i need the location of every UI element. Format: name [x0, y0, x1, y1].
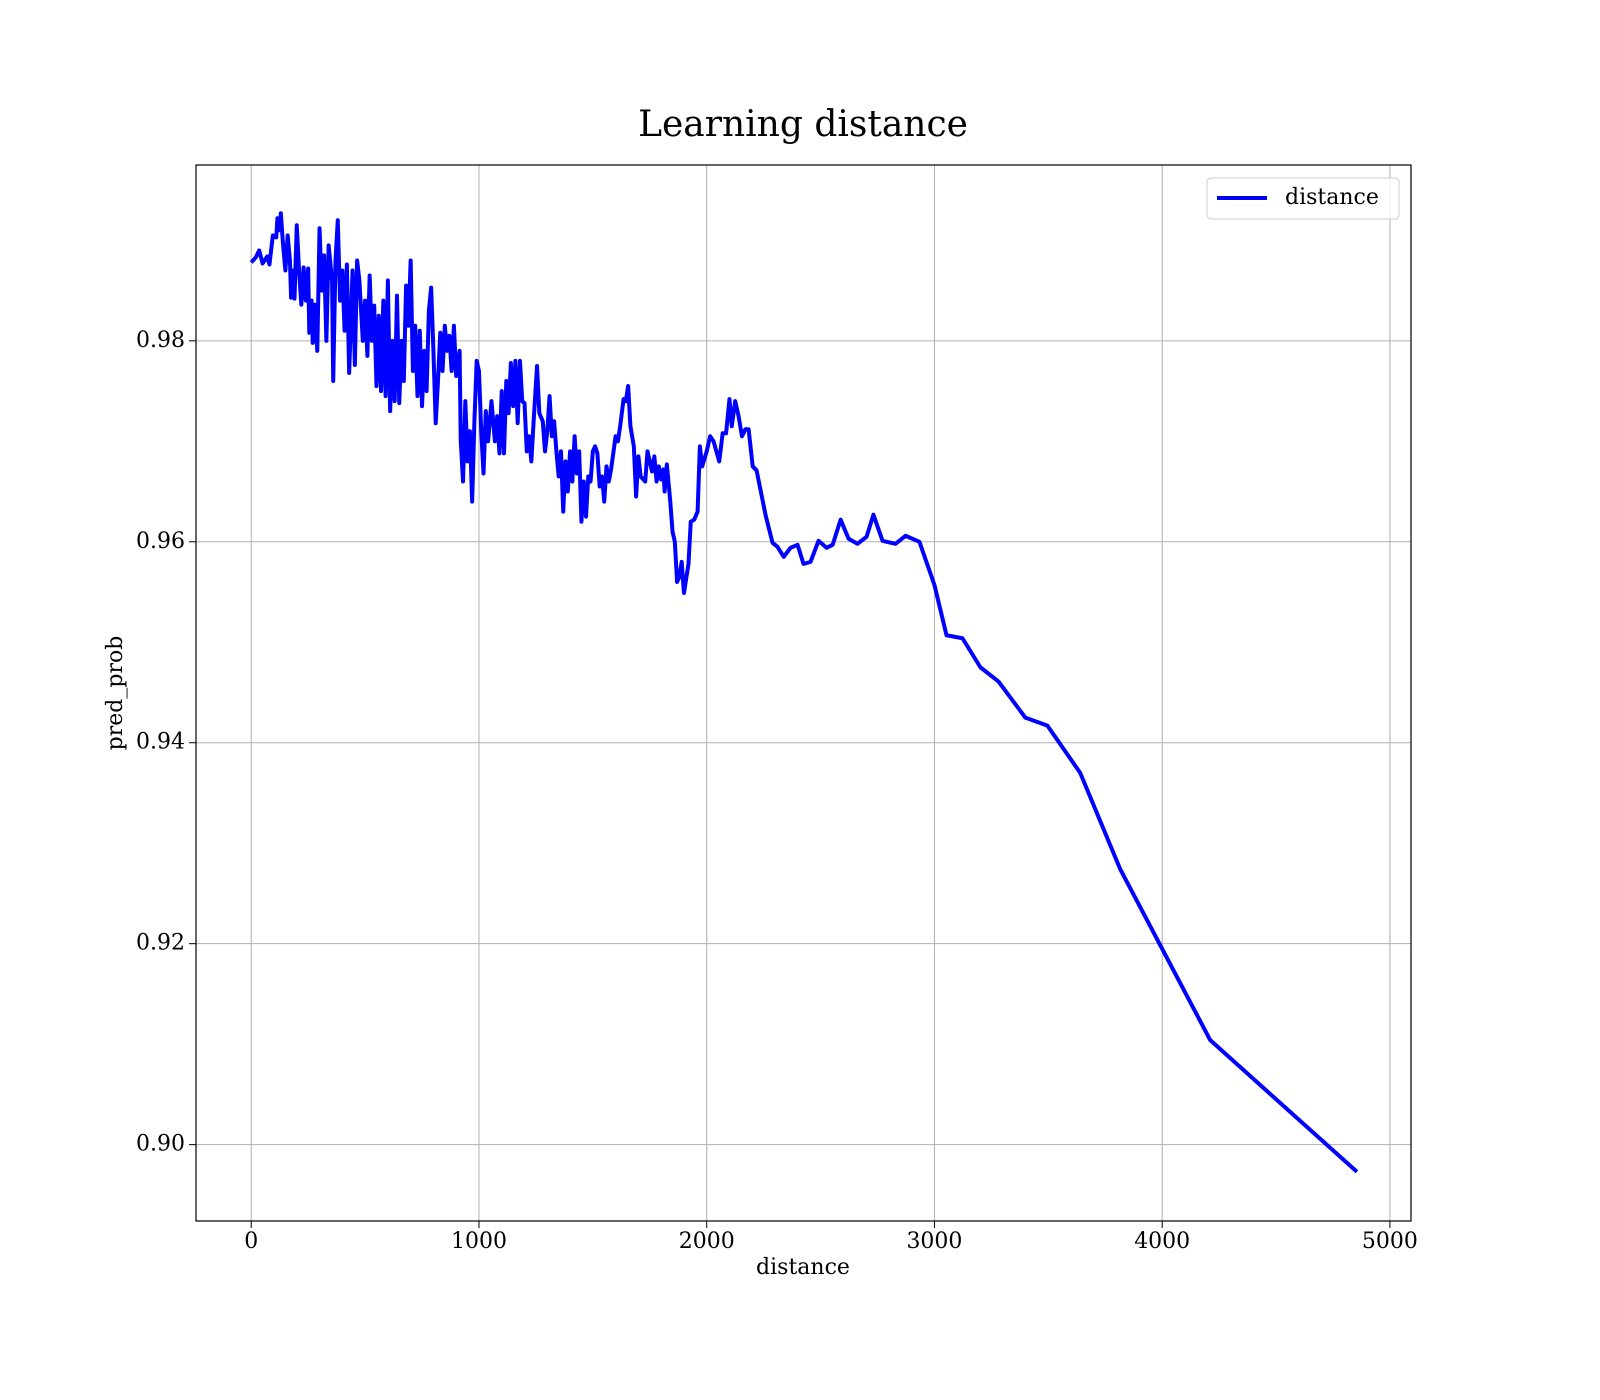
- x-tick-label: 1000: [451, 1229, 507, 1254]
- chart-title: Learning distance: [638, 104, 968, 145]
- x-tick-label: 0: [244, 1229, 258, 1254]
- x-tick-label: 3000: [906, 1229, 962, 1254]
- data-line: [249, 211, 1359, 1174]
- legend-label: distance: [1285, 185, 1379, 210]
- y-tick-label: 0.90: [136, 1132, 185, 1157]
- x-tick-label: 4000: [1134, 1229, 1190, 1254]
- legend-box: [1206, 177, 1400, 220]
- plot-frame: [195, 164, 1412, 1222]
- x-tick-label: 2000: [679, 1229, 735, 1254]
- x-axis-label: distance: [756, 1255, 850, 1280]
- y-tick-label: 0.92: [136, 931, 185, 956]
- y-tick-label: 0.94: [136, 730, 185, 755]
- y-axis-label: pred_prob: [103, 636, 128, 751]
- y-tick-label: 0.96: [136, 529, 185, 554]
- y-tick-label: 0.98: [136, 328, 185, 353]
- x-tick-label: 5000: [1362, 1229, 1418, 1254]
